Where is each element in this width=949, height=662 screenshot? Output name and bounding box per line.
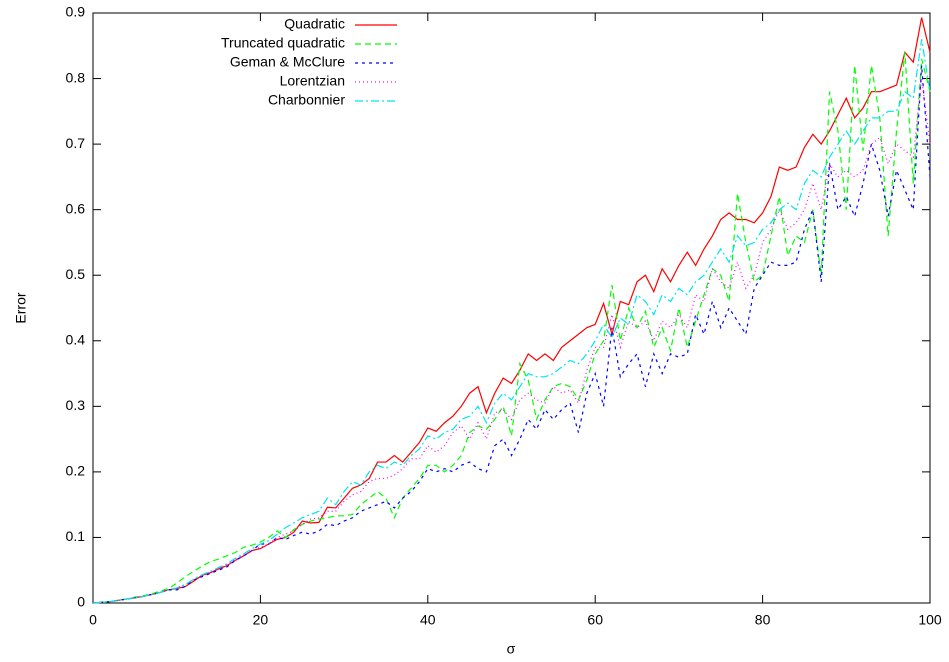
x-tick-label: 60 [587, 612, 603, 628]
x-tick-label: 20 [253, 612, 269, 628]
x-tick-label: 100 [918, 612, 942, 628]
x-axis-label: σ [507, 641, 516, 657]
y-tick-label: 0.7 [66, 135, 86, 151]
y-tick-label: 0.1 [66, 528, 86, 544]
y-tick-label: 0.4 [66, 331, 86, 347]
y-tick-label: 0.9 [66, 4, 86, 20]
x-tick-label: 0 [89, 612, 97, 628]
y-tick-label: 0.6 [66, 200, 86, 216]
plot-frame [92, 12, 931, 604]
x-tick-label: 40 [420, 612, 436, 628]
series-line [92, 78, 931, 604]
legend-label: Lorentzian [280, 73, 345, 89]
series-line [92, 39, 931, 604]
legend-label: Quadratic [284, 16, 345, 32]
legend-label: Geman & McClure [230, 54, 345, 70]
y-tick-label: 0.2 [66, 463, 86, 479]
legend-label: Truncated quadratic [221, 35, 345, 51]
y-tick-label: 0 [77, 594, 85, 610]
series-line [92, 65, 931, 604]
y-tick-label: 0.8 [66, 69, 86, 85]
series-line [92, 52, 931, 604]
series-line [92, 17, 931, 604]
y-tick-label: 0.5 [66, 266, 86, 282]
x-tick-label: 80 [755, 612, 771, 628]
y-axis-label: Error [13, 292, 29, 323]
y-tick-label: 0.3 [66, 397, 86, 413]
legend-label: Charbonnier [268, 92, 345, 108]
